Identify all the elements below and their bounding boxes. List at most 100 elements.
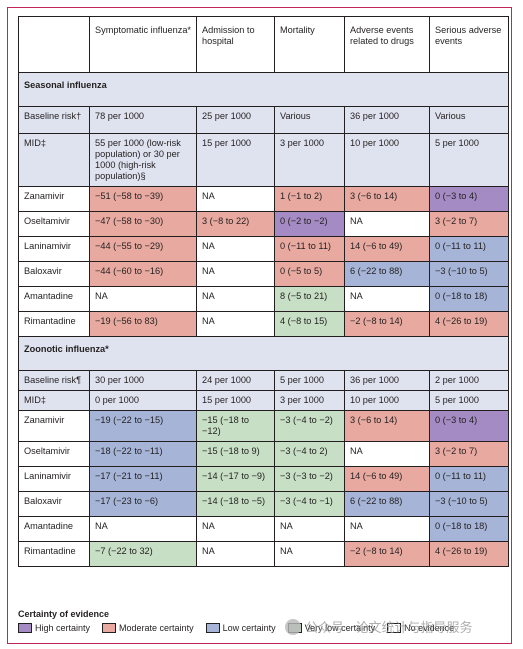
table-cell: NA	[89, 286, 197, 312]
table-cell: 1 (−1 to 2)	[274, 186, 345, 212]
baseline-row: Baseline risk† 78 per 1000 25 per 1000 Vari…	[18, 106, 509, 134]
table-cell: −3 (−4 to −1)	[274, 491, 345, 517]
drug-name: Oseltamivir	[18, 441, 90, 467]
table-cell: 5 per 1000	[274, 370, 345, 391]
table-cell: NA	[196, 236, 275, 262]
table-cell: −19 (−22 to −15)	[89, 410, 197, 442]
section-title: Seasonal influenza	[18, 72, 509, 107]
legend-label: High certainty	[35, 623, 91, 633]
table-row: Oseltamivir −47 (−58 to −30) 3 (−8 to 22) 0…	[18, 211, 509, 237]
table-cell: −47 (−58 to −30)	[89, 211, 197, 237]
table-cell: 6 (−22 to 88)	[344, 491, 430, 517]
table-cell: 4 (−8 to 15)	[274, 311, 345, 337]
table-row: Rimantadine −7 (−22 to 32) NA NA −2 (−8 to 1…	[18, 541, 509, 567]
table-cell: 3 per 1000	[274, 133, 345, 187]
table-cell: NA	[89, 516, 197, 542]
table-cell: −14 (−18 to −5)	[196, 491, 275, 517]
table-cell: 0 (−2 to −2)	[274, 211, 345, 237]
drug-name: Amantadine	[18, 516, 90, 542]
table-cell: −3 (−4 to 2)	[274, 441, 345, 467]
table-cell: 0 (−11 to 11)	[274, 236, 345, 262]
table-cell: Various	[274, 106, 345, 134]
watermark: 公众号 · 论文统计与指导服务	[285, 617, 473, 636]
drug-name: Amantadine	[18, 286, 90, 312]
table-cell: 25 per 1000	[196, 106, 275, 134]
table-cell: 2 per 1000	[429, 370, 509, 391]
table-row: Baloxavir −44 (−60 to −16) NA 0 (−5 to 5) 6 …	[18, 261, 509, 287]
mid-row: MID‡ 0 per 1000 15 per 1000 3 per 1000 10 pe…	[18, 390, 509, 411]
table-cell: 3 (−8 to 22)	[196, 211, 275, 237]
column-header	[18, 16, 90, 73]
drug-name: Zanamivir	[18, 186, 90, 212]
table-cell: −18 (−22 to −11)	[89, 441, 197, 467]
legend-title: Certainty of evidence	[18, 609, 110, 619]
table-cell: NA	[196, 261, 275, 287]
legend-label: Low certainty	[222, 623, 276, 633]
table-cell: 0 per 1000	[89, 390, 197, 411]
table-cell: 55 per 1000 (low-risk population) or 30 …	[89, 133, 197, 187]
table-cell: 6 (−22 to 88)	[344, 261, 430, 287]
table-cell: 5 per 1000	[429, 133, 509, 187]
legend-swatch	[18, 623, 32, 633]
drug-name: Rimantadine	[18, 541, 90, 567]
table-body: Seasonal influenza Baseline risk† 78 per 1…	[18, 72, 509, 567]
table-cell: 4 (−26 to 19)	[429, 311, 509, 337]
table-cell: NA	[274, 541, 345, 567]
table-cell: NA	[344, 211, 430, 237]
table-row: Oseltamivir −18 (−22 to −11) −15 (−18 to 9…	[18, 441, 509, 467]
drug-name: Laninamivir	[18, 236, 90, 262]
table-cell: NA	[196, 311, 275, 337]
table-cell: 0 (−11 to 11)	[429, 236, 509, 262]
table-cell: 8 (−5 to 21)	[274, 286, 345, 312]
column-header: Adverse events related to drugs	[344, 16, 430, 73]
legend-items: High certainty Moderate certainty Low cert…	[18, 623, 508, 633]
table-cell: −2 (−8 to 14)	[344, 541, 430, 567]
table-cell: NA	[344, 516, 430, 542]
table-cell: 24 per 1000	[196, 370, 275, 391]
drug-name: Baloxavir	[18, 261, 90, 287]
table-cell: 3 (−2 to 7)	[429, 441, 509, 467]
table-cell: Various	[429, 106, 509, 134]
table-cell: 4 (−26 to 19)	[429, 541, 509, 567]
table-cell: NA	[344, 441, 430, 467]
row-label: MID‡	[18, 133, 90, 187]
column-header: Serious adverse events	[429, 16, 509, 73]
table-cell: 5 per 1000	[429, 390, 509, 411]
table-cell: 0 (−3 to 4)	[429, 186, 509, 212]
drug-name: Rimantadine	[18, 311, 90, 337]
table-row: Laninamivir −44 (−55 to −29) NA 0 (−11 to 1…	[18, 236, 509, 262]
table-cell: 0 (−18 to 18)	[429, 516, 509, 542]
table-row: Zanamivir −19 (−22 to −15) −15 (−18 to −12…	[18, 410, 509, 442]
drug-name: Laninamivir	[18, 466, 90, 492]
legend-swatch	[387, 623, 402, 633]
table-cell: −44 (−55 to −29)	[89, 236, 197, 262]
table-cell: NA	[274, 516, 345, 542]
column-header: Admission to hospital	[196, 16, 275, 73]
table-cell: −2 (−8 to 14)	[344, 311, 430, 337]
table-cell: 0 (−3 to 4)	[429, 410, 509, 442]
table-cell: 15 per 1000	[196, 133, 275, 187]
table-cell: 0 (−18 to 18)	[429, 286, 509, 312]
drug-name: Baloxavir	[18, 491, 90, 517]
table-cell: −3 (−10 to 5)	[429, 491, 509, 517]
section-row: Zoonotic influenza*	[18, 336, 509, 371]
legend-swatch	[102, 623, 117, 633]
table-cell: −19 (−56 to 83)	[89, 311, 197, 337]
legend-label: No evidence	[404, 623, 455, 633]
row-label: Baseline risk¶	[18, 370, 90, 391]
section-title: Zoonotic influenza*	[18, 336, 509, 371]
row-label: MID‡	[18, 390, 90, 411]
table-row: Zanamivir −51 (−58 to −39) NA 1 (−1 to 2) 3 …	[18, 186, 509, 212]
baseline-row: Baseline risk¶ 30 per 1000 24 per 1000 5 pe…	[18, 370, 509, 391]
table-cell: 14 (−6 to 49)	[344, 236, 430, 262]
table-cell: 15 per 1000	[196, 390, 275, 411]
legend-swatch	[205, 623, 220, 633]
table-cell: 3 (−6 to 14)	[344, 410, 430, 442]
table-cell: 30 per 1000	[89, 370, 197, 391]
legend-item: Low certainty	[205, 623, 276, 633]
table-cell: 3 per 1000	[274, 390, 345, 411]
legend-item: High certainty	[18, 623, 90, 633]
table-cell: −15 (−18 to 9)	[196, 441, 275, 467]
legend-item: No evidence	[387, 623, 454, 633]
legend-label: Moderate certainty	[119, 623, 194, 633]
